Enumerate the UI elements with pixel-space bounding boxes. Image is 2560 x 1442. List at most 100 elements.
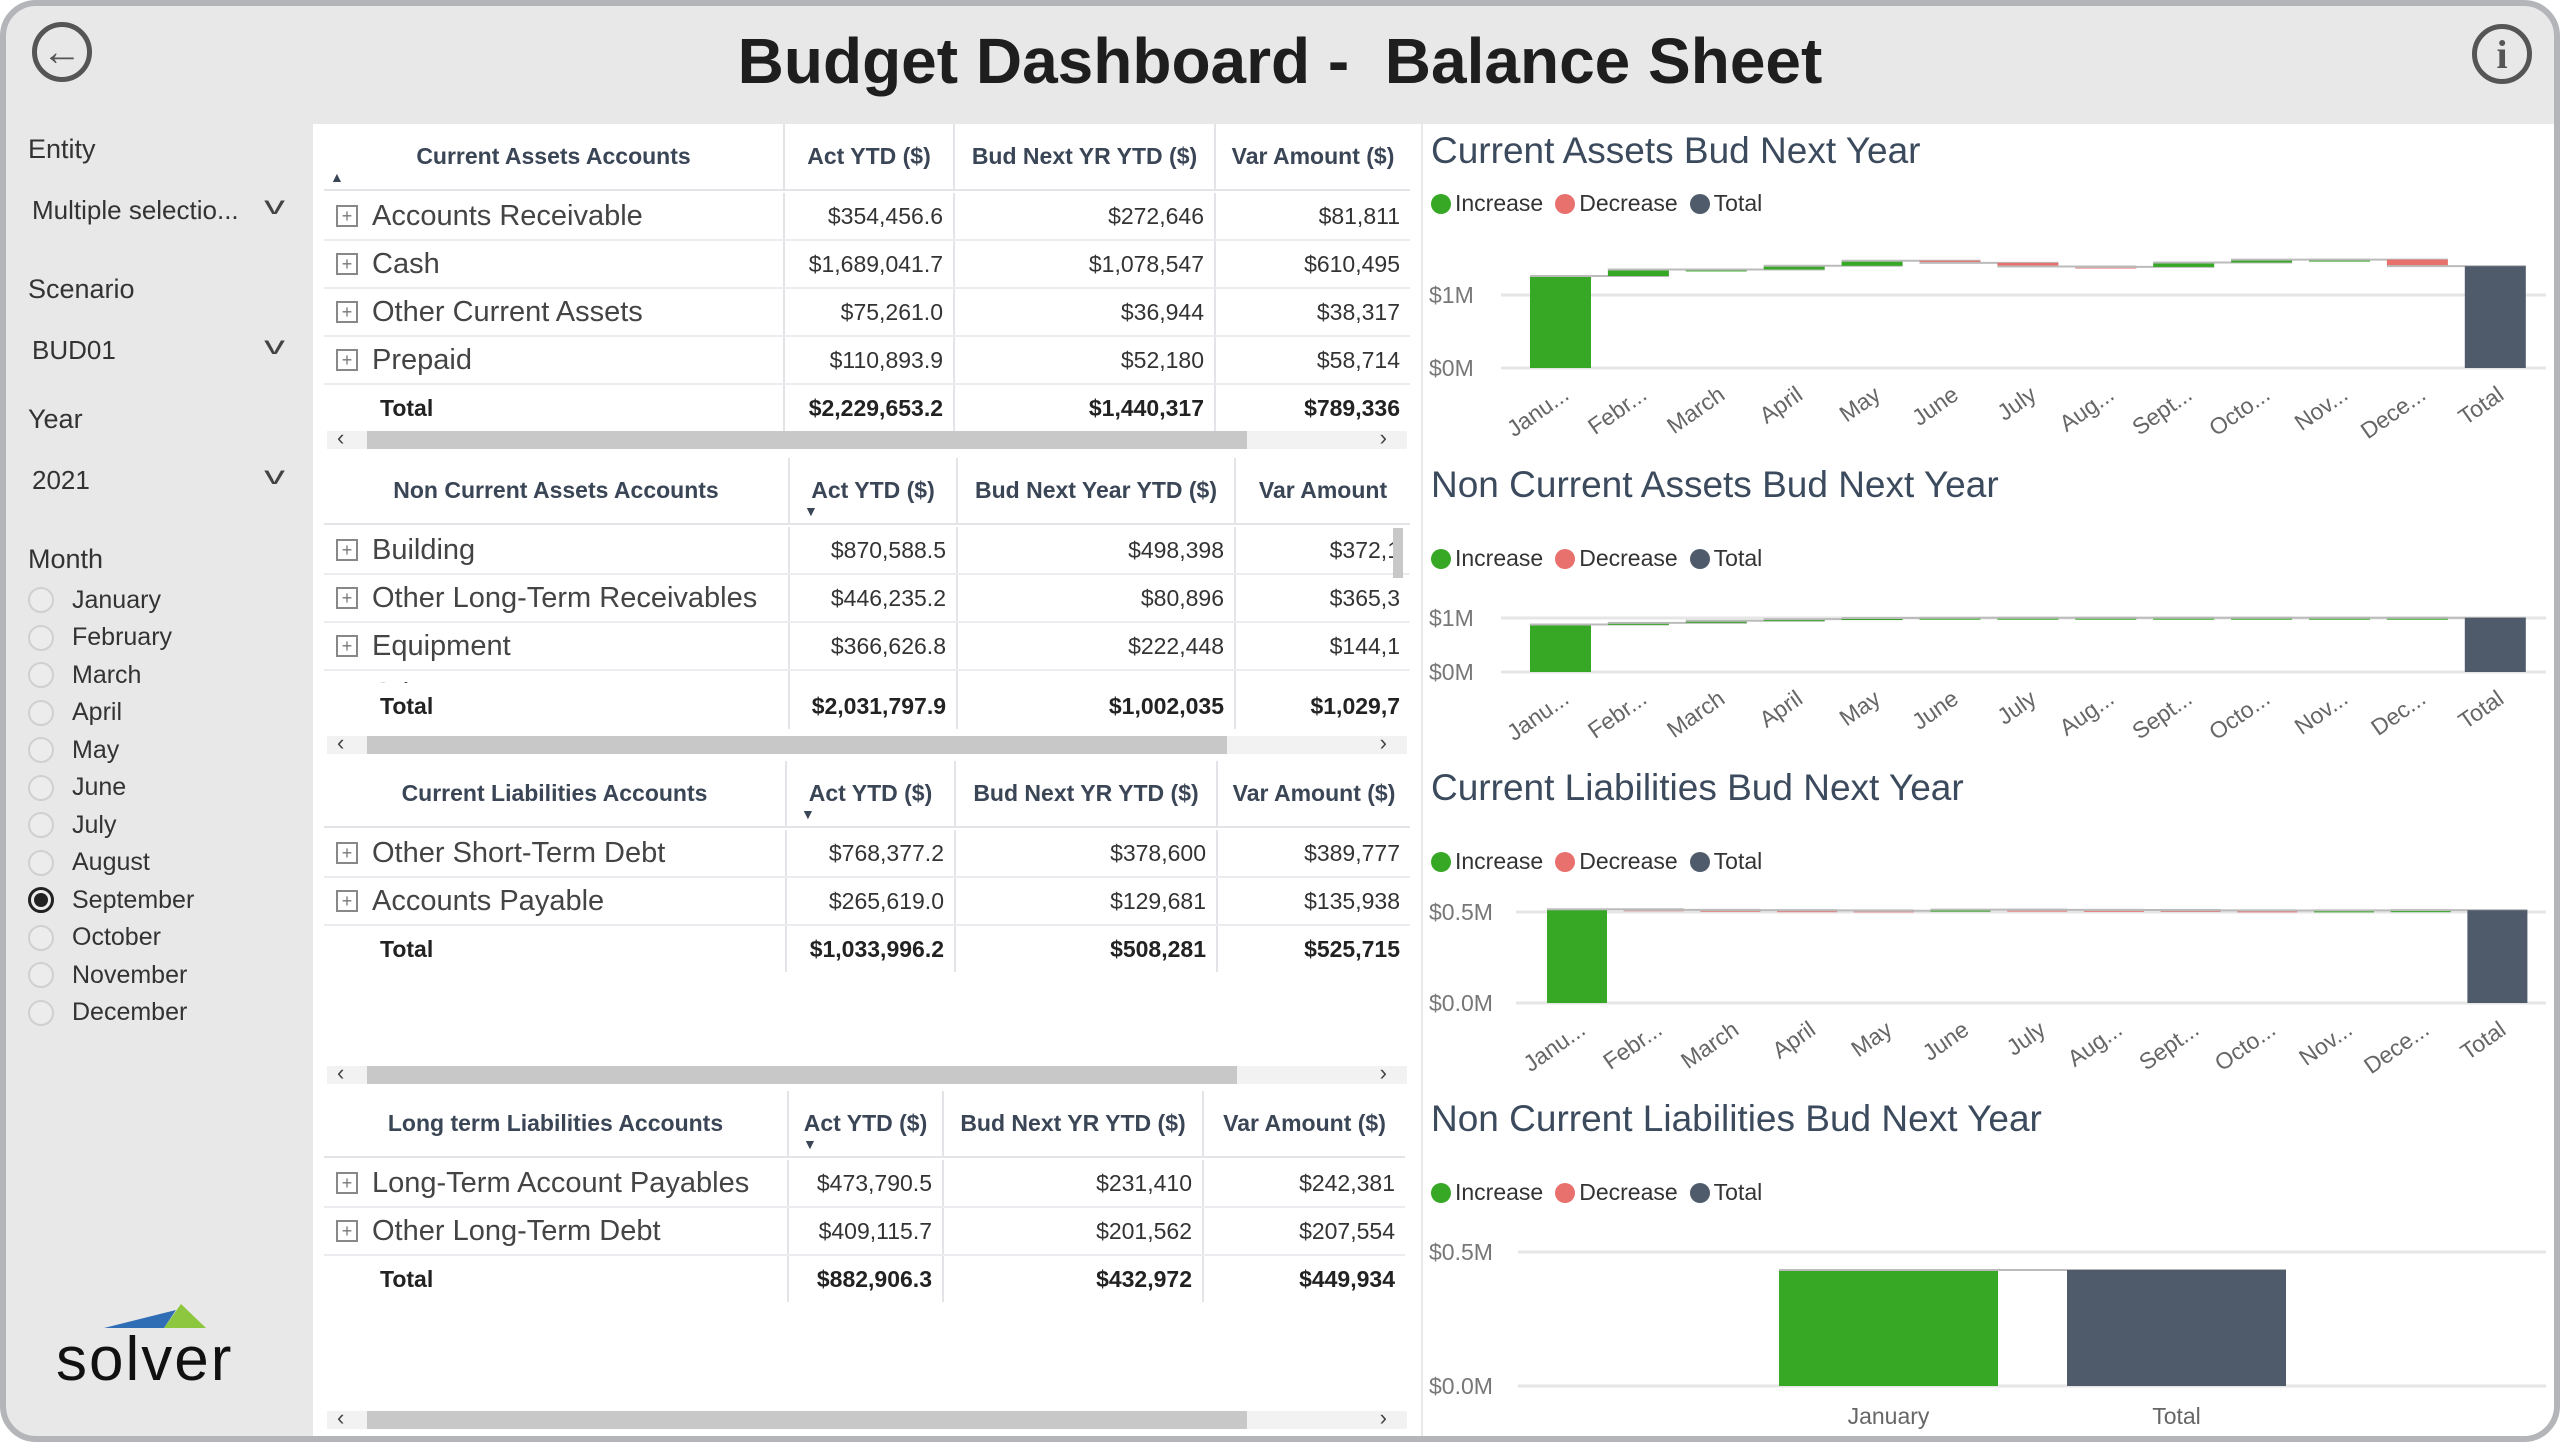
table-row[interactable]: + Prepaid $110,893.9 $52,180 $58,714 — [324, 337, 1410, 385]
expand-plus-icon[interactable]: + — [336, 587, 358, 609]
sort-descending-icon[interactable]: ▼ — [804, 503, 818, 519]
radio-button[interactable] — [28, 587, 54, 613]
scroll-left-icon[interactable]: ‹ — [337, 730, 345, 755]
table-row[interactable]: + Accounts Receivable $354,456.6 $272,646 $8… — [324, 193, 1410, 241]
scroll-left-icon[interactable]: ‹ — [337, 1060, 345, 1085]
horizontal-scrollbar[interactable]: ‹ › — [327, 1060, 1407, 1085]
month-option-september[interactable]: September — [28, 883, 194, 917]
column-header[interactable]: Current Assets Accounts ▲ — [324, 124, 785, 189]
table-total-row: Total $2,229,653.2 $1,440,317 $789,336 — [324, 385, 1410, 431]
column-header[interactable]: Act YTD ($) ▼ — [790, 458, 958, 523]
radio-button[interactable] — [28, 624, 54, 651]
column-header[interactable]: Var Amount ($) — [1218, 761, 1410, 826]
radio-button[interactable] — [28, 849, 54, 876]
table-row[interactable]: + Equipment $366,626.8 $222,448 $144,1 — [324, 623, 1410, 671]
column-header[interactable]: Bud Next YR YTD ($) — [955, 124, 1216, 189]
back-arrow-icon[interactable]: ← — [32, 22, 92, 82]
radio-button[interactable] — [28, 699, 54, 726]
expand-plus-icon[interactable]: + — [336, 349, 358, 371]
radio-button[interactable] — [28, 662, 54, 688]
expand-plus-icon[interactable]: + — [336, 1172, 358, 1194]
column-header[interactable]: Var Amount — [1236, 458, 1410, 523]
radio-button[interactable] — [28, 812, 54, 838]
table-row[interactable]: + Long-Term Account Payables $473,790.5 $23… — [324, 1160, 1405, 1208]
info-icon[interactable]: i — [2472, 24, 2532, 84]
month-option-april[interactable]: April — [28, 696, 122, 730]
scroll-right-icon[interactable]: › — [1379, 730, 1387, 755]
expand-plus-icon[interactable]: + — [336, 205, 358, 227]
column-header[interactable]: Act YTD ($) — [785, 124, 955, 189]
column-header[interactable]: Bud Next Year YTD ($) — [958, 458, 1236, 523]
scroll-left-icon[interactable]: ‹ — [337, 1405, 345, 1430]
month-option-march[interactable]: March — [28, 658, 141, 692]
table-row[interactable]: + Other Current Assets $75,261.0 $36,944 $38… — [324, 289, 1410, 337]
total-value: $508,281 — [956, 926, 1218, 972]
decrease-legend-label: Decrease — [1579, 190, 1678, 216]
column-header[interactable]: Bud Next YR YTD ($) — [944, 1091, 1204, 1156]
radio-button[interactable] — [28, 924, 54, 951]
cell-text: $525,715 — [1304, 935, 1400, 962]
column-header[interactable]: Act YTD ($) ▼ — [789, 1091, 944, 1156]
horizontal-scrollbar[interactable]: ‹ › — [327, 1405, 1407, 1430]
table-row[interactable]: + Accounts Payable $265,619.0 $129,681 $135,… — [324, 878, 1410, 926]
entity-dropdown[interactable]: Multiple selectio... v — [26, 184, 285, 236]
sort-descending-icon[interactable]: ▼ — [803, 1136, 817, 1152]
horizontal-scrollbar[interactable]: ‹ › — [327, 730, 1407, 755]
expand-plus-icon[interactable]: + — [336, 539, 358, 561]
column-header[interactable]: Act YTD ($) ▼ — [787, 761, 956, 826]
entity-value: Multiple selectio... — [32, 194, 239, 225]
value-cell: $242,381 — [1204, 1160, 1405, 1206]
month-option-january[interactable]: January — [28, 583, 161, 617]
column-header[interactable]: Var Amount ($) — [1204, 1091, 1405, 1156]
expand-plus-icon[interactable]: + — [336, 1220, 358, 1242]
decrease-legend-dot-icon — [1555, 548, 1576, 569]
sort-descending-icon[interactable]: ▼ — [801, 806, 815, 822]
year-dropdown[interactable]: 2021 v — [26, 454, 285, 506]
column-header[interactable]: Non Current Assets Accounts — [324, 458, 790, 523]
vertical-scrollbar[interactable] — [1393, 528, 1403, 578]
column-header[interactable]: Long term Liabilities Accounts — [324, 1091, 789, 1156]
cell-text: $354,456.6 — [827, 202, 943, 229]
expand-plus-icon[interactable]: + — [336, 890, 358, 912]
radio-button[interactable] — [28, 887, 54, 913]
radio-button[interactable] — [28, 737, 54, 763]
total-value: $2,229,653.2 — [785, 385, 955, 431]
month-option-august[interactable]: August — [28, 846, 150, 880]
column-header[interactable]: Bud Next YR YTD ($) — [956, 761, 1218, 826]
month-option-november[interactable]: November — [28, 958, 187, 992]
table-row[interactable]: + Cash $1,689,041.7 $1,078,547 $610,495 — [324, 241, 1410, 289]
expand-plus-icon[interactable]: + — [336, 842, 358, 864]
column-header[interactable]: Var Amount ($) — [1216, 124, 1410, 189]
scrollbar-thumb[interactable] — [367, 1411, 1247, 1429]
table-row[interactable]: + Other Long-Term Receivables $446,235.2 $8… — [324, 575, 1410, 623]
expand-plus-icon[interactable]: + — [336, 301, 358, 323]
month-option-december[interactable]: December — [28, 996, 187, 1030]
column-header[interactable]: Current Liabilities Accounts — [324, 761, 787, 826]
radio-button[interactable] — [28, 962, 54, 988]
month-option-july[interactable]: July — [28, 808, 116, 842]
radio-button[interactable] — [28, 999, 54, 1026]
month-option-june[interactable]: June — [28, 771, 126, 805]
expand-plus-icon[interactable]: + — [336, 635, 358, 657]
scroll-right-icon[interactable]: › — [1379, 425, 1387, 450]
scroll-right-icon[interactable]: › — [1379, 1405, 1387, 1430]
horizontal-scrollbar[interactable]: ‹ › — [327, 425, 1407, 450]
radio-button[interactable] — [28, 774, 54, 801]
scrollbar-thumb[interactable] — [367, 736, 1227, 754]
scrollbar-thumb[interactable] — [367, 1066, 1237, 1084]
sort-ascending-icon[interactable]: ▲ — [330, 169, 344, 185]
month-option-february[interactable]: February — [28, 621, 172, 655]
cell-text: Accounts Receivable — [372, 199, 643, 232]
scroll-left-icon[interactable]: ‹ — [337, 425, 345, 450]
table-row[interactable]: + Building $870,588.5 $498,398 $372,1 — [324, 527, 1410, 575]
month-option-october[interactable]: October — [28, 921, 161, 955]
month-option-may[interactable]: May — [28, 733, 119, 767]
expand-plus-icon[interactable]: + — [336, 253, 358, 275]
scroll-right-icon[interactable]: › — [1379, 1060, 1387, 1085]
scenario-dropdown[interactable]: BUD01 v — [26, 324, 285, 376]
table-row[interactable]: + Other Long-Term Debt $409,115.7 $201,562 $… — [324, 1208, 1405, 1256]
table-row[interactable]: + Other Short-Term Debt $768,377.2 $378,600… — [324, 830, 1410, 878]
year-value: 2021 — [32, 464, 90, 495]
scrollbar-thumb[interactable] — [367, 431, 1247, 449]
value-cell: $38,317 — [1216, 289, 1410, 335]
